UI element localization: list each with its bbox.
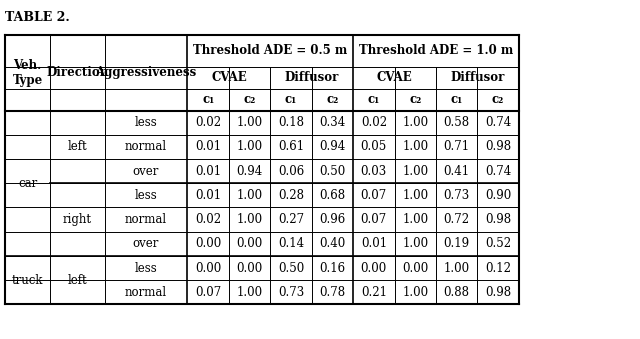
Text: 0.74: 0.74: [485, 116, 511, 129]
Text: 0.07: 0.07: [361, 189, 387, 202]
Text: Threshold ADE = 1.0 m: Threshold ADE = 1.0 m: [359, 44, 513, 58]
Text: 0.14: 0.14: [278, 237, 304, 250]
Text: c₂: c₂: [243, 93, 256, 106]
Text: over: over: [133, 165, 159, 178]
Text: 0.96: 0.96: [319, 213, 346, 226]
Text: 0.98: 0.98: [485, 213, 511, 226]
Text: 0.94: 0.94: [319, 140, 346, 154]
Text: c₂: c₂: [409, 93, 421, 106]
Text: 0.73: 0.73: [278, 286, 304, 299]
Text: 1.00: 1.00: [237, 116, 262, 129]
Text: 0.50: 0.50: [278, 261, 304, 275]
Text: 0.21: 0.21: [361, 286, 387, 299]
Text: 0.61: 0.61: [278, 140, 304, 154]
Text: 0.90: 0.90: [485, 189, 511, 202]
Text: 0.02: 0.02: [195, 116, 221, 129]
Text: 0.02: 0.02: [361, 116, 387, 129]
Text: right: right: [63, 213, 92, 226]
Text: 0.71: 0.71: [444, 140, 470, 154]
Text: 0.07: 0.07: [361, 213, 387, 226]
Text: CVAE: CVAE: [377, 72, 412, 84]
Text: 0.98: 0.98: [485, 140, 511, 154]
Text: 0.01: 0.01: [195, 140, 221, 154]
Text: normal: normal: [125, 140, 167, 154]
Text: c₁: c₁: [285, 93, 297, 106]
Text: 0.12: 0.12: [485, 261, 511, 275]
Text: 0.18: 0.18: [278, 116, 304, 129]
Text: 0.19: 0.19: [444, 237, 470, 250]
Text: TABLE 2.: TABLE 2.: [4, 12, 69, 24]
Text: c₁: c₁: [451, 93, 463, 106]
Text: 0.02: 0.02: [195, 213, 221, 226]
Text: less: less: [134, 261, 157, 275]
Text: 0.50: 0.50: [319, 165, 346, 178]
Text: 0.05: 0.05: [361, 140, 387, 154]
Text: 0.00: 0.00: [236, 261, 262, 275]
Text: less: less: [134, 189, 157, 202]
Text: c₂: c₂: [326, 93, 339, 106]
Text: 0.07: 0.07: [195, 286, 221, 299]
Text: 1.00: 1.00: [402, 116, 428, 129]
Text: 0.74: 0.74: [485, 165, 511, 178]
Text: left: left: [68, 140, 87, 154]
Text: 1.00: 1.00: [402, 237, 428, 250]
Text: Aggressiveness: Aggressiveness: [95, 66, 196, 79]
Text: 0.78: 0.78: [319, 286, 346, 299]
Text: 0.06: 0.06: [278, 165, 304, 178]
Text: 1.00: 1.00: [402, 189, 428, 202]
Text: normal: normal: [125, 286, 167, 299]
Text: CVAE: CVAE: [211, 72, 247, 84]
Text: 0.00: 0.00: [195, 237, 221, 250]
Text: Direction: Direction: [47, 66, 109, 79]
Text: 0.03: 0.03: [361, 165, 387, 178]
Text: car: car: [18, 177, 37, 190]
Text: 0.58: 0.58: [444, 116, 470, 129]
Text: 1.00: 1.00: [237, 189, 262, 202]
Text: truck: truck: [12, 274, 44, 286]
Text: 0.28: 0.28: [278, 189, 304, 202]
Text: 0.01: 0.01: [195, 189, 221, 202]
Text: 1.00: 1.00: [402, 213, 428, 226]
Text: c₂: c₂: [492, 93, 504, 106]
Text: 0.98: 0.98: [485, 286, 511, 299]
Text: 0.01: 0.01: [195, 165, 221, 178]
Text: left: left: [68, 274, 87, 286]
Text: over: over: [133, 237, 159, 250]
Text: 0.52: 0.52: [485, 237, 511, 250]
Text: 0.16: 0.16: [319, 261, 346, 275]
Text: 0.00: 0.00: [236, 237, 262, 250]
Text: Diffusor: Diffusor: [285, 72, 339, 84]
Text: 1.00: 1.00: [237, 286, 262, 299]
Text: 1.00: 1.00: [237, 213, 262, 226]
Text: 0.94: 0.94: [236, 165, 262, 178]
Text: 0.01: 0.01: [361, 237, 387, 250]
Text: 0.00: 0.00: [402, 261, 428, 275]
Text: 0.72: 0.72: [444, 213, 470, 226]
Text: less: less: [134, 116, 157, 129]
Text: 0.73: 0.73: [444, 189, 470, 202]
Text: 1.00: 1.00: [402, 165, 428, 178]
Text: Veh.
Type: Veh. Type: [12, 59, 43, 87]
Text: 0.00: 0.00: [195, 261, 221, 275]
Text: 1.00: 1.00: [444, 261, 470, 275]
Text: 1.00: 1.00: [237, 140, 262, 154]
Text: 0.41: 0.41: [444, 165, 470, 178]
Text: 0.88: 0.88: [444, 286, 470, 299]
Text: 1.00: 1.00: [402, 286, 428, 299]
Text: c₁: c₁: [368, 93, 380, 106]
Text: normal: normal: [125, 213, 167, 226]
Text: 1.00: 1.00: [402, 140, 428, 154]
Text: 0.40: 0.40: [319, 237, 346, 250]
Text: 0.27: 0.27: [278, 213, 304, 226]
Text: 0.34: 0.34: [319, 116, 346, 129]
Text: c₁: c₁: [202, 93, 214, 106]
Text: 0.68: 0.68: [319, 189, 346, 202]
Text: Diffusor: Diffusor: [450, 72, 504, 84]
Text: Threshold ADE = 0.5 m: Threshold ADE = 0.5 m: [193, 44, 348, 58]
Text: 0.00: 0.00: [361, 261, 387, 275]
